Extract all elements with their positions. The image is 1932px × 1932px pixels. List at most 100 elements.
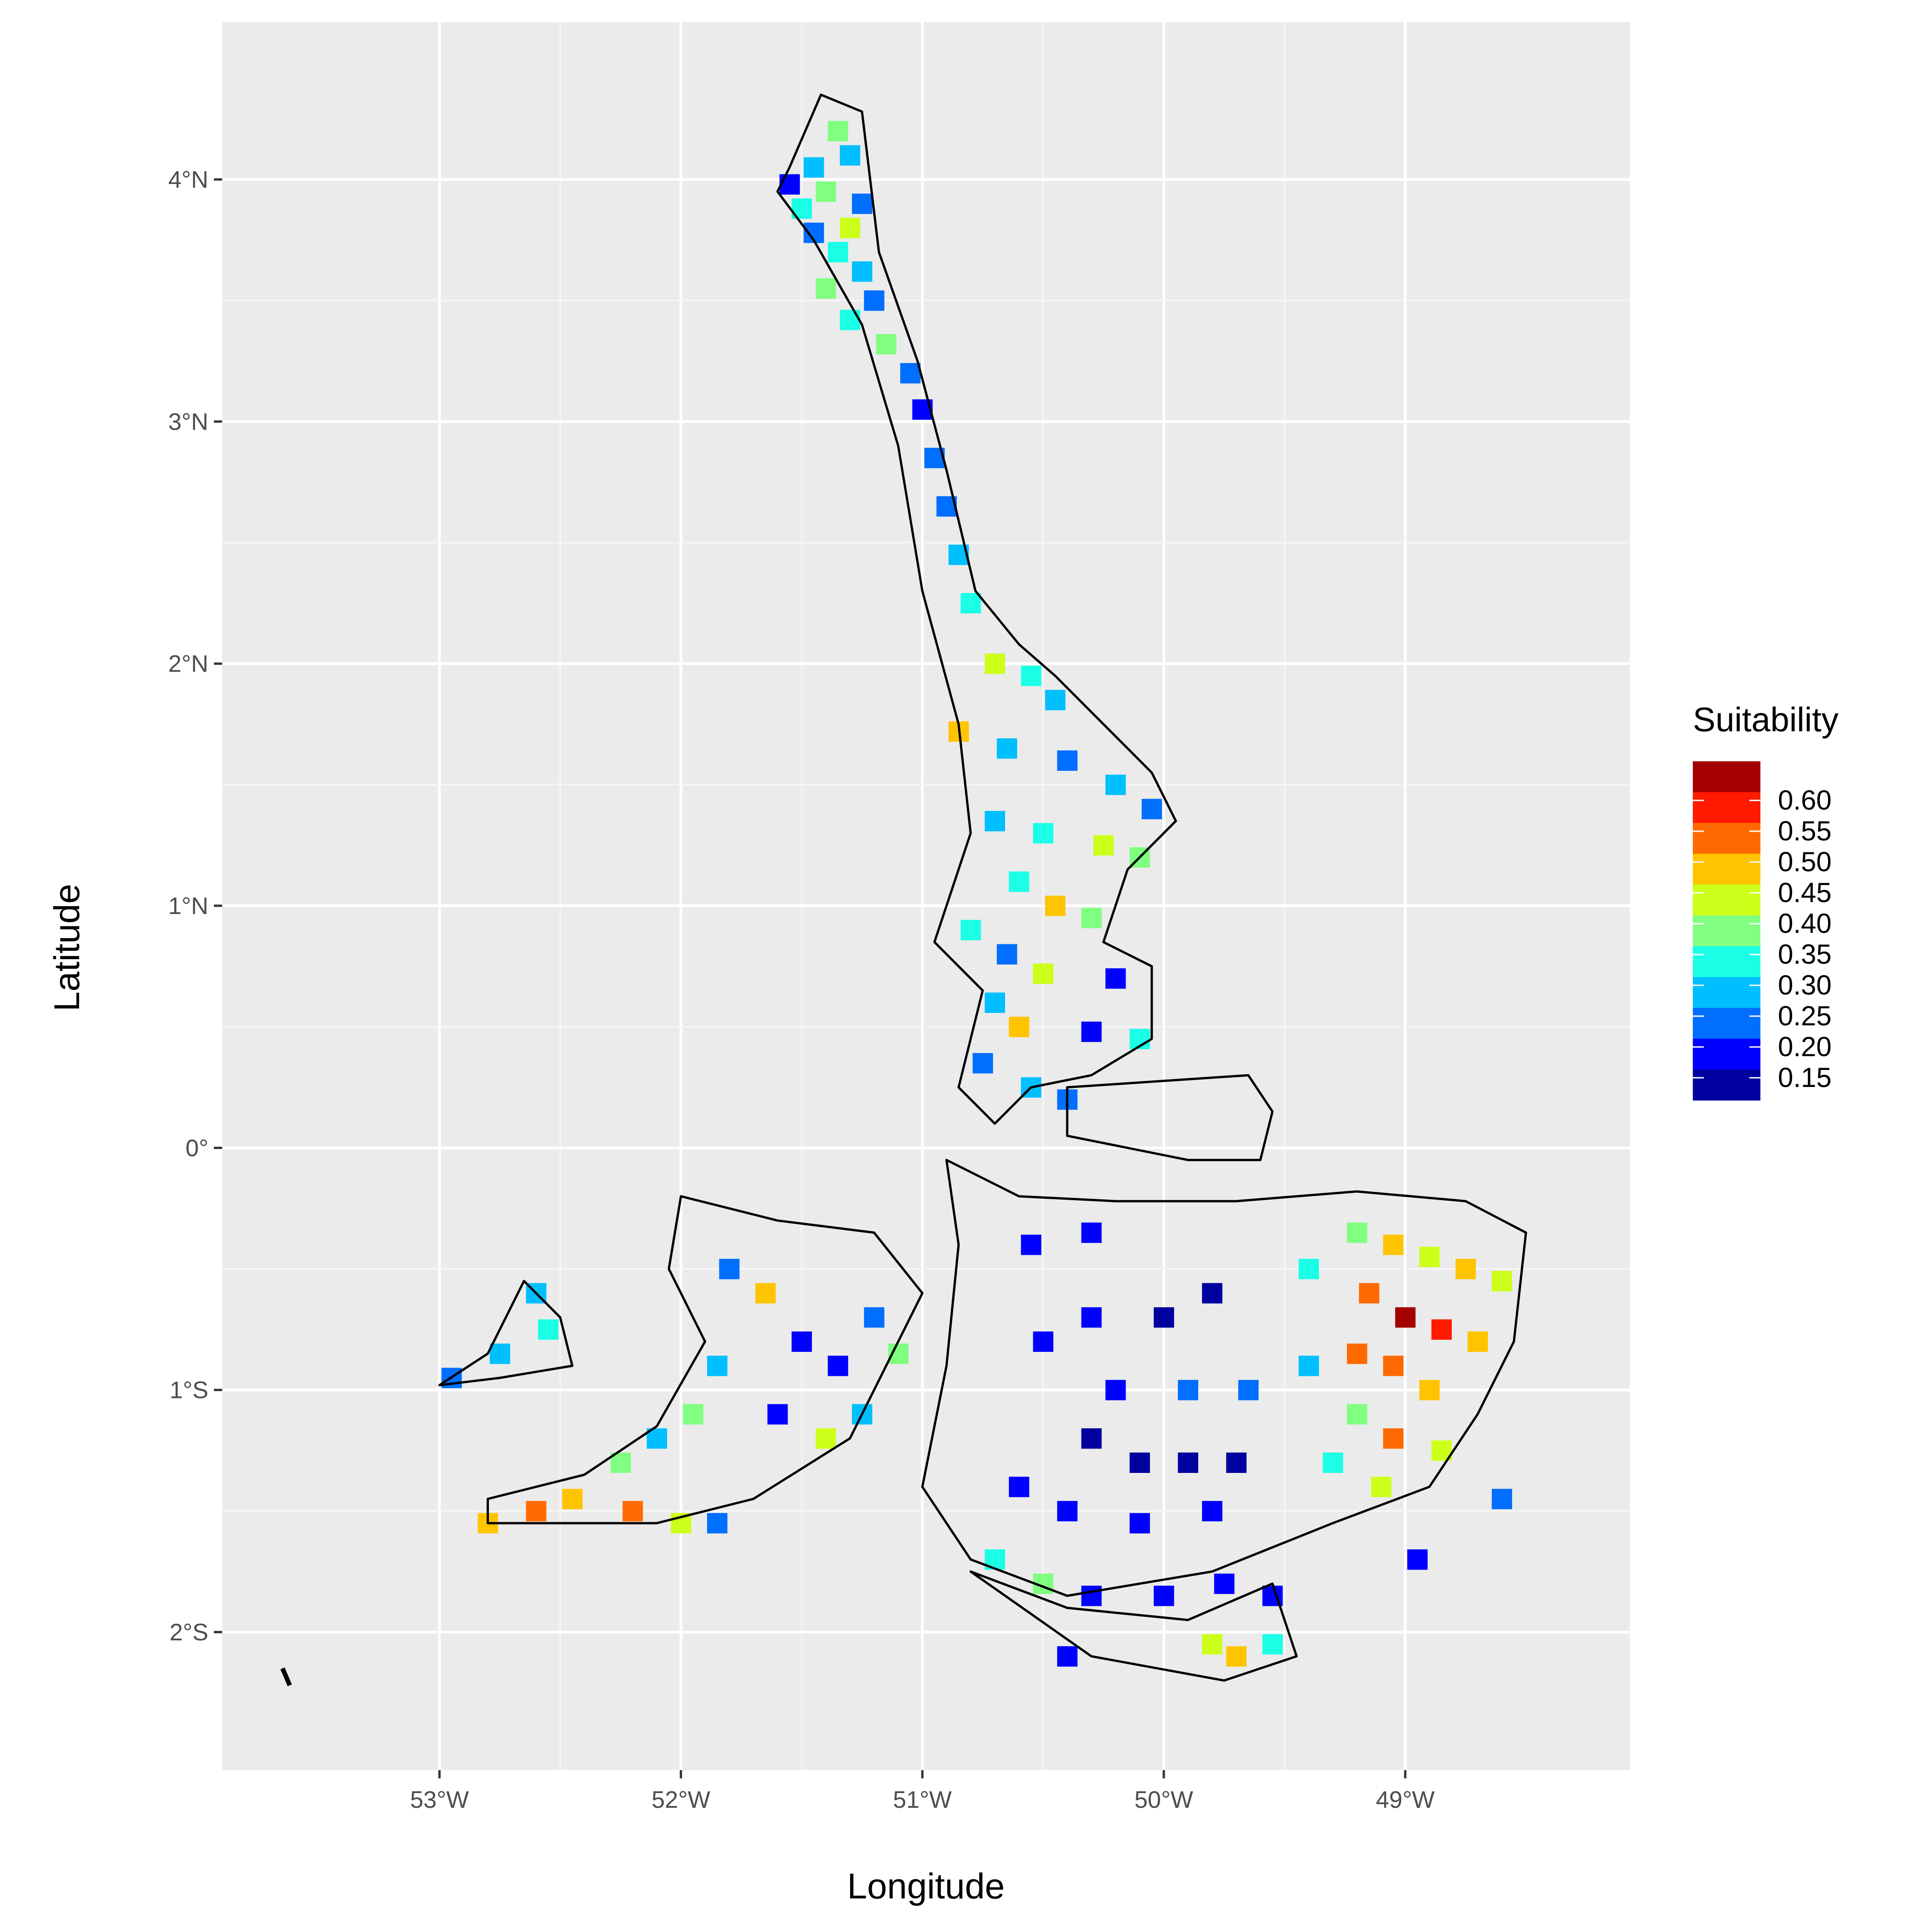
raster-cell: [984, 653, 1005, 674]
raster-cell: [828, 1356, 848, 1376]
legend-label: 0.45: [1778, 877, 1832, 908]
raster-cell: [852, 261, 873, 282]
raster-cell: [1129, 1513, 1150, 1534]
raster-cell: [840, 218, 861, 238]
raster-cell: [1081, 1307, 1102, 1328]
raster-cell: [1141, 799, 1162, 819]
raster-cell: [1081, 1222, 1102, 1243]
raster-cell: [1491, 1271, 1512, 1292]
legend-label: 0.25: [1778, 1000, 1832, 1031]
raster-cell: [1081, 908, 1102, 928]
legend-label: 0.60: [1778, 785, 1832, 816]
raster-cell: [1359, 1283, 1380, 1304]
raster-cell: [1395, 1307, 1416, 1328]
raster-cell: [1009, 1477, 1029, 1497]
legend-swatch: [1693, 946, 1760, 978]
coastline-path: [776, 93, 1177, 1125]
raster-cell: [828, 121, 848, 142]
raster-cell: [852, 193, 873, 214]
raster-cell: [864, 1307, 885, 1328]
raster-cell: [1383, 1356, 1403, 1376]
raster-cell: [1407, 1549, 1428, 1570]
islet-mark: [280, 1667, 292, 1686]
raster-cell: [1299, 1259, 1319, 1279]
raster-cell: [996, 944, 1018, 965]
raster-cell: [1202, 1501, 1223, 1522]
legend-label: 0.55: [1778, 816, 1832, 846]
raster-cell: [1081, 1021, 1102, 1042]
raster-cell: [1299, 1356, 1319, 1376]
raster-cell: [1105, 1380, 1126, 1401]
coastline-path: [921, 1159, 1527, 1597]
raster-cell: [1009, 1017, 1029, 1037]
raster-cell: [1178, 1452, 1198, 1473]
raster-cell: [562, 1489, 583, 1509]
raster-cell: [1009, 871, 1029, 892]
coastline-path: [438, 1280, 574, 1386]
plot-panel: [222, 22, 1630, 1770]
y-tick-label: 1°S: [170, 1377, 208, 1404]
raster-cell: [538, 1319, 558, 1340]
coastline-path: [1066, 1074, 1274, 1162]
y-tick-label: 4°N: [168, 167, 208, 193]
raster-cell: [1081, 1428, 1102, 1449]
legend-label: 0.20: [1778, 1031, 1832, 1062]
raster-cell: [1419, 1380, 1440, 1401]
raster-cell: [1081, 1586, 1102, 1606]
raster-cell: [1347, 1343, 1368, 1364]
legend-swatch: [1693, 885, 1760, 916]
region-marajo-west-dark: [1009, 1222, 1259, 1534]
raster-cell: [984, 992, 1005, 1013]
raster-cell: [816, 1428, 836, 1449]
region-marajo-east: [1299, 1222, 1512, 1497]
coastline-outline: [280, 93, 1527, 1686]
raster-cell: [1322, 1452, 1343, 1473]
y-tick-label: 2°S: [170, 1619, 208, 1646]
raster-cell: [791, 1331, 812, 1352]
raster-cell: [1093, 835, 1114, 856]
raster-cell: [804, 157, 824, 178]
raster-cell: [719, 1259, 740, 1279]
legend-swatch: [1693, 1039, 1760, 1070]
legend-swatch: [1693, 792, 1760, 823]
coastline-path: [486, 1195, 924, 1524]
raster-cell: [1033, 1331, 1053, 1352]
raster-cell: [1371, 1477, 1392, 1497]
x-tick-label: 51°W: [893, 1787, 952, 1813]
raster-cell: [1455, 1259, 1476, 1279]
legend-swatch: [1693, 977, 1760, 1008]
raster-cell: [864, 290, 885, 311]
raster-cell: [1033, 823, 1053, 844]
raster-cell: [1491, 1489, 1512, 1509]
raster-cell: [816, 278, 836, 299]
legend-label: 0.15: [1778, 1062, 1832, 1093]
raster-cell: [1383, 1234, 1403, 1255]
raster-cell: [1057, 1501, 1078, 1522]
legend-swatch: [1693, 761, 1760, 793]
y-tick-label: 0°: [185, 1135, 208, 1162]
raster-cell: [1105, 774, 1126, 795]
raster-cell: [1045, 896, 1066, 916]
raster-cell: [1033, 963, 1053, 984]
y-tick-label: 1°N: [168, 893, 208, 920]
region-west-coast: [441, 1259, 909, 1534]
legend-swatch: [1693, 823, 1760, 854]
raster-cell: [707, 1513, 728, 1534]
x-tick-label: 49°W: [1376, 1787, 1435, 1813]
raster-cell: [1178, 1380, 1198, 1401]
raster-cell: [972, 1053, 993, 1074]
legend-swatch: [1693, 1070, 1760, 1101]
raster-cell: [828, 242, 848, 263]
coastline-path: [969, 1570, 1298, 1682]
gridlines: [222, 22, 1630, 1770]
raster-cell: [1238, 1380, 1259, 1401]
raster-cell: [840, 145, 861, 166]
raster-cell: [1262, 1634, 1283, 1655]
raster-cell: [1202, 1283, 1223, 1304]
legend-label: 0.40: [1778, 908, 1832, 939]
raster-cell: [1021, 666, 1041, 686]
raster-cell: [707, 1356, 728, 1376]
raster-cell: [1347, 1404, 1368, 1425]
raster-cell: [996, 738, 1018, 759]
region-north-strip: [779, 121, 981, 614]
